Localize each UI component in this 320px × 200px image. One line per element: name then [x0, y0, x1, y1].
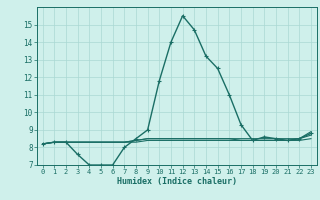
- X-axis label: Humidex (Indice chaleur): Humidex (Indice chaleur): [117, 177, 237, 186]
